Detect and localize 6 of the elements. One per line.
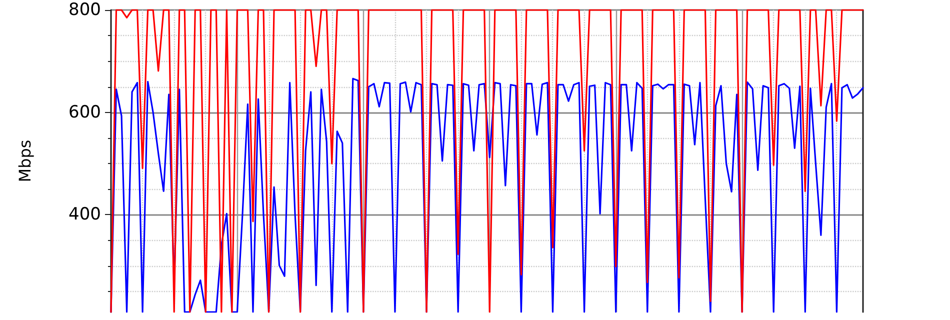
y-tick-label: 600 (68, 102, 101, 122)
line-series (110, 9, 864, 313)
y-tick-label: 400 (68, 204, 101, 225)
y-tick-label: 800 (68, 0, 101, 20)
y-axis-title: Mbps (16, 140, 34, 182)
line-series (110, 78, 864, 313)
